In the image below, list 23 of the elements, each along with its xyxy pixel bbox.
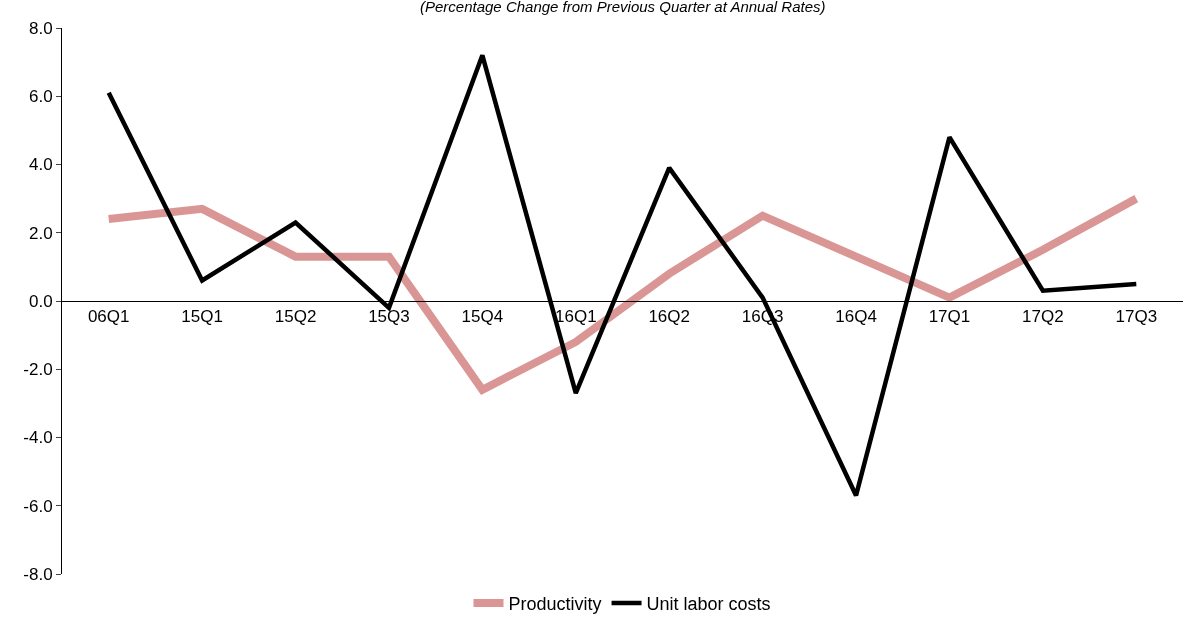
x-tick-label: 15Q2 — [274, 307, 317, 327]
x-tick-label: 16Q1 — [554, 307, 597, 327]
x-tick-label: 16Q4 — [835, 307, 877, 327]
x-tick-label: 15Q4 — [461, 307, 504, 327]
y-tick-label: -8.0 — [23, 564, 53, 584]
y-tick-label: 0.0 — [28, 291, 53, 311]
x-tick-label: 06Q1 — [87, 307, 130, 327]
y-tick-label: 8.0 — [28, 18, 53, 38]
x-tick-label: 17Q2 — [1022, 307, 1064, 327]
x-tick-label: 17Q1 — [928, 307, 971, 327]
y-tick-label: 4.0 — [28, 155, 53, 175]
x-tick-label: 15Q1 — [181, 307, 223, 327]
x-tick-label: 17Q3 — [1115, 307, 1158, 327]
y-tick-label: 6.0 — [28, 87, 53, 107]
y-tick-label: -2.0 — [23, 360, 53, 380]
chart-subtitle: (Percentage Change from Previous Quarter at Annual Rates) — [420, 0, 826, 15]
y-tick-label: -4.0 — [23, 428, 53, 448]
y-tick-label: 2.0 — [28, 223, 53, 243]
y-tick-label: -6.0 — [23, 496, 53, 516]
legend-label: Unit labor costs — [646, 594, 771, 615]
x-tick-label: 15Q3 — [368, 307, 410, 327]
x-tick-label: 16Q2 — [648, 307, 691, 327]
legend-label: Productivity — [508, 594, 602, 615]
